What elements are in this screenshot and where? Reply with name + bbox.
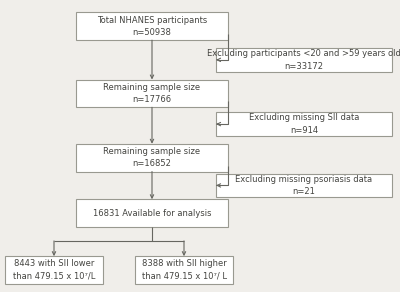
- Text: 8388 with SII higher
than 479.15 x 10⁷/ L: 8388 with SII higher than 479.15 x 10⁷/ …: [142, 259, 226, 281]
- FancyBboxPatch shape: [135, 256, 233, 284]
- FancyBboxPatch shape: [216, 174, 392, 197]
- FancyBboxPatch shape: [76, 12, 228, 40]
- FancyBboxPatch shape: [76, 79, 228, 107]
- FancyBboxPatch shape: [5, 256, 103, 284]
- Text: 16831 Available for analysis: 16831 Available for analysis: [93, 209, 211, 218]
- Text: 8443 with SII lower
than 479.15 x 10⁷/L: 8443 with SII lower than 479.15 x 10⁷/L: [13, 259, 95, 281]
- Text: Excluding missing SII data
n=914: Excluding missing SII data n=914: [249, 113, 359, 135]
- Text: Total NHANES participants
n=50938: Total NHANES participants n=50938: [97, 15, 207, 37]
- FancyBboxPatch shape: [76, 199, 228, 227]
- FancyBboxPatch shape: [216, 112, 392, 136]
- Text: Remaining sample size
n=16852: Remaining sample size n=16852: [104, 147, 200, 168]
- Text: Excluding participants <20 and >59 years old
n=33172: Excluding participants <20 and >59 years…: [207, 49, 400, 71]
- FancyBboxPatch shape: [216, 48, 392, 72]
- Text: Excluding missing psoriasis data
n=21: Excluding missing psoriasis data n=21: [236, 175, 372, 196]
- Text: Remaining sample size
n=17766: Remaining sample size n=17766: [104, 83, 200, 104]
- FancyBboxPatch shape: [76, 144, 228, 172]
